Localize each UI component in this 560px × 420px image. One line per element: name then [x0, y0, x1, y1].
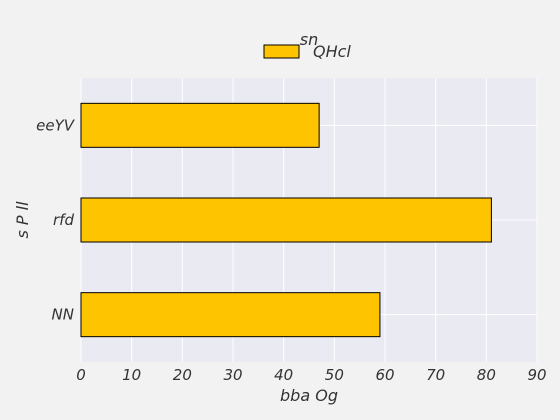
- x-tick-label: 20: [173, 366, 192, 384]
- x-tick-label: 30: [223, 366, 242, 384]
- x-tick-label: 60: [375, 366, 394, 384]
- x-tick-label: 70: [426, 366, 445, 384]
- x-tick-label: 40: [274, 366, 293, 384]
- y-axis-label: s P ll: [13, 201, 32, 239]
- bar-rfd: [80, 197, 492, 243]
- legend-swatch: [263, 44, 300, 59]
- bars: [80, 102, 492, 338]
- legend-title: sn: [300, 30, 318, 49]
- x-tick-label: 90: [527, 366, 546, 384]
- y-tick-label: rfd: [53, 211, 74, 229]
- x-tick-label: 0: [76, 366, 86, 384]
- bar-NN: [80, 292, 381, 338]
- y-tick-label: eeYV: [36, 116, 76, 134]
- x-tick-label: 10: [122, 366, 141, 384]
- legend-entry-label: QHcl: [313, 42, 351, 61]
- x-tick-label: 80: [477, 366, 496, 384]
- x-tick-label: 50: [325, 366, 344, 384]
- bar-eeYV: [80, 102, 320, 148]
- legend: sn QHcl: [263, 30, 351, 61]
- y-tick-label: NN: [52, 306, 74, 324]
- x-ticks: 0 10 20 30 40 50 60 70 80 90: [76, 366, 546, 384]
- y-ticks: NN rfd eeYV: [36, 116, 76, 323]
- x-axis-label: bba Og: [280, 386, 338, 405]
